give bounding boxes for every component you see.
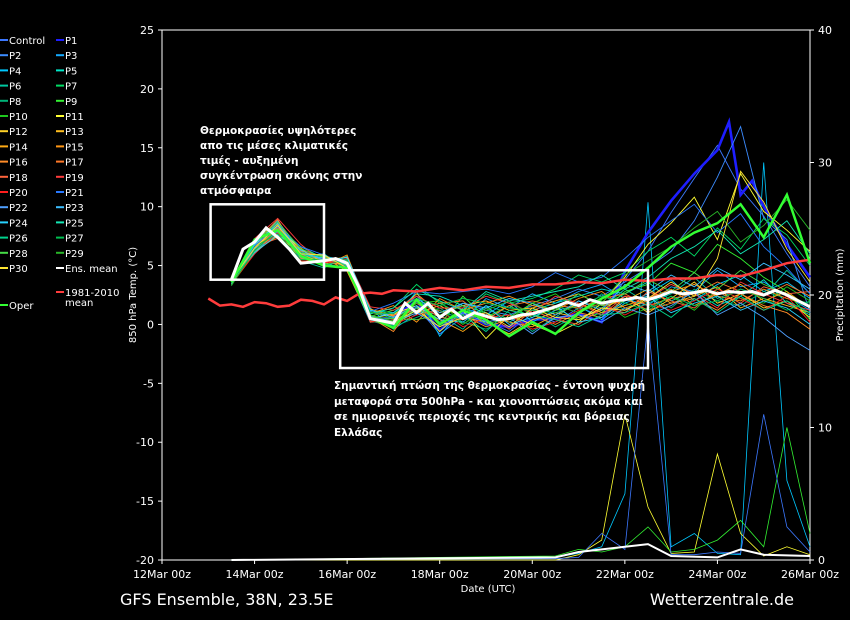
precip-line: [231, 414, 811, 561]
legend-label: P5: [65, 66, 77, 77]
annotation-1-line: απο τις μέσες κλιματικές: [200, 140, 348, 152]
legend-label: P14: [9, 142, 28, 153]
annotation-2-line: σε ημιορεινές περιοχές της κεντρικής και…: [334, 411, 630, 423]
y2-tick-label: 30: [818, 157, 832, 170]
legend-label: Ens. mean: [65, 264, 118, 275]
annotation-2: Σημαντική πτώση της θερμοκρασίας - έντον…: [334, 380, 645, 439]
climate-mean-line: [207, 258, 811, 309]
y2-tick-label: 40: [818, 24, 832, 37]
legend-label: P21: [65, 188, 84, 199]
legend-label: P3: [65, 51, 77, 62]
legend-label: P22: [9, 203, 28, 214]
y2-tick-label: 10: [818, 422, 832, 435]
precip-mean-line: [231, 543, 811, 561]
footer-source: GFS Ensemble, 38N, 23.5E: [120, 590, 333, 609]
series-line-p29: [231, 198, 811, 325]
legend-label: P25: [65, 218, 84, 229]
legend-label: P23: [65, 203, 84, 214]
precip-line: [231, 427, 811, 561]
legend-label: P27: [65, 234, 84, 245]
legend-label: mean: [65, 298, 93, 309]
annotation-box: [338, 269, 650, 370]
annotation-1: Θερμοκρασίες υψηλότερες απο τις μέσες κλ…: [200, 125, 362, 197]
legend-label: P9: [65, 97, 77, 108]
x-tick-label: 14Mar 00z: [226, 568, 284, 581]
x-axis: 12Mar 00z 14Mar 00z 16Mar 00z 18Mar 00z 20Ma…: [133, 560, 839, 581]
precip-line: [231, 321, 811, 561]
x-tick-label: 24Mar 00z: [688, 568, 746, 581]
y-tick-label: 0: [147, 318, 154, 331]
oper-line: [230, 191, 812, 338]
y2-tick-label: 0: [818, 554, 825, 567]
x-tick-label: 22Mar 00z: [596, 568, 654, 581]
ens-mean-line: [229, 225, 811, 325]
annotation-2-line: μεταφορά στα 500hPa - και χιονοπτώσεις α…: [334, 396, 643, 408]
y2-tick-label: 20: [818, 289, 832, 302]
legend-label: P4: [9, 66, 21, 77]
legend-label: 1981-2010: [65, 288, 120, 299]
legend-label: P19: [65, 173, 84, 184]
y-tick-label: 25: [140, 24, 154, 37]
legend-label: P24: [9, 218, 28, 229]
legend-label: P18: [9, 173, 28, 184]
legend-label: P7: [65, 82, 77, 93]
legend-label: P12: [9, 127, 28, 138]
x-tick-label: 18Mar 00z: [411, 568, 469, 581]
y-axis-left: 25 20 15 10 5 0 -5 -10 -15 -20: [136, 24, 162, 567]
legend-label: P10: [9, 112, 28, 123]
annotation-box: [209, 203, 326, 281]
legend-label: Control: [9, 36, 45, 47]
annotation-1-line: συγκέντρωση σκόνης στην: [200, 170, 362, 182]
annotation-1-line: τιμές - αυξημένη: [200, 155, 298, 167]
x-tick-label: 12Mar 00z: [133, 568, 191, 581]
y-tick-label: 10: [140, 201, 154, 214]
series-line-p17: [231, 227, 811, 321]
y-tick-label: -20: [136, 554, 154, 567]
legend-label: P30: [9, 264, 28, 275]
chart-title: Athens (GR) 850 hPa Temp. & Precipitatio…: [146, 3, 726, 23]
annotation-1-line: Θερμοκρασίες υψηλότερες: [200, 125, 356, 137]
precip-line: [231, 162, 811, 561]
x-tick-label: 26Mar 00z: [781, 568, 839, 581]
y-tick-label: -15: [136, 495, 154, 508]
legend-label: P16: [9, 158, 28, 169]
y-tick-label: -10: [136, 436, 154, 449]
legend-label: P20: [9, 188, 28, 199]
y-tick-label: 5: [147, 260, 154, 273]
legend-label: P13: [65, 127, 84, 138]
highlight-series: [207, 191, 812, 338]
legend-label: P28: [9, 249, 28, 260]
x-tick-label: 20Mar 00z: [503, 568, 561, 581]
annotation-2-line: Σημαντική πτώση της θερμοκρασίας - έντον…: [334, 380, 645, 392]
legend-label: P6: [9, 82, 21, 93]
legend-label: P17: [65, 158, 84, 169]
legend-label: Oper: [9, 301, 34, 312]
series-line-p22: [231, 230, 811, 351]
footer-site: Wetterzentrale.de: [650, 590, 794, 609]
legend: Control P2 P4 P6 P8 P10 P12 P14 P16 P18 P20 P22 P24 P…: [0, 36, 120, 312]
precipitation-series: [231, 162, 811, 561]
y-tick-label: 15: [140, 142, 154, 155]
legend-label: P15: [65, 142, 84, 153]
legend-label: P26: [9, 234, 28, 245]
legend-label: P2: [9, 51, 21, 62]
annotation-1-line: ατμόσφαιρα: [200, 185, 271, 197]
x-tick-label: 16Mar 00z: [318, 568, 376, 581]
series-line-p30: [231, 170, 811, 328]
legend-label: P29: [65, 249, 84, 260]
legend-label: P1: [65, 36, 77, 47]
y-tick-label: 20: [140, 83, 154, 96]
x-axis-label: Date (UTC): [461, 584, 516, 595]
series-line-p1: [230, 117, 812, 333]
legend-label: P11: [65, 112, 84, 123]
y-tick-label: -5: [143, 377, 154, 390]
annotation-boxes: [209, 203, 650, 370]
y-axis-label: 850 hPa Temp. (°C): [128, 247, 139, 343]
y-axis-right: 40 30 20 10 0: [810, 24, 832, 567]
y2-axis-label: Precipitation (mm): [835, 248, 846, 341]
annotation-2-line: Ελλάδας: [334, 427, 382, 439]
legend-label: P8: [9, 97, 21, 108]
